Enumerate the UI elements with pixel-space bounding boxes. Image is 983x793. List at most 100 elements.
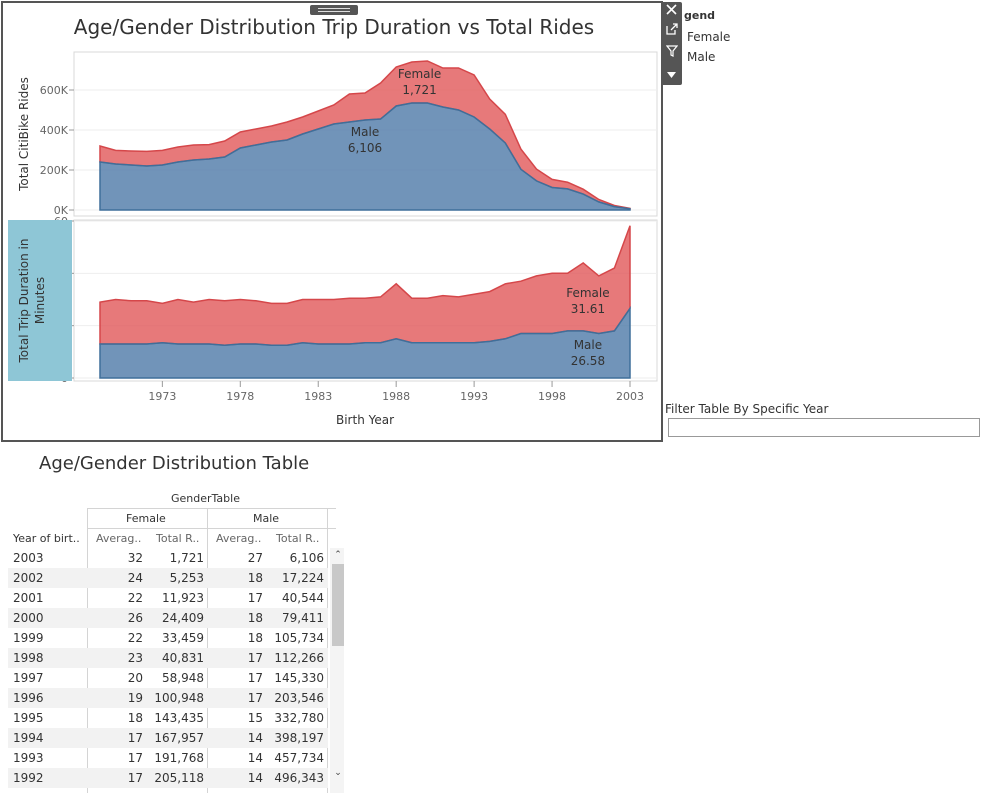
cell-male-avg: 18 bbox=[247, 631, 263, 645]
cell-year: 2002 bbox=[13, 571, 44, 585]
table-group-header: GenderTable bbox=[171, 492, 240, 505]
scroll-thumb[interactable] bbox=[332, 564, 344, 646]
close-icon[interactable] bbox=[661, 3, 682, 21]
table-row[interactable]: 1994 17 167,957 14 398,197 bbox=[8, 728, 328, 748]
cell-male-avg: 14 bbox=[247, 751, 263, 765]
popout-icon[interactable] bbox=[661, 23, 682, 41]
cell-male-avg: 14 bbox=[247, 771, 263, 785]
chart-container[interactable]: Age/Gender Distribution Trip Duration vs… bbox=[1, 1, 663, 442]
table-scrollbar[interactable]: ⌃ ⌄ bbox=[330, 548, 344, 793]
cell-year: 2003 bbox=[13, 551, 44, 565]
x-tick-label: 1998 bbox=[538, 390, 566, 403]
series-male-area bbox=[99, 102, 631, 211]
filter-label: Filter Table By Specific Year bbox=[665, 402, 829, 416]
legend-item-female[interactable]: Female bbox=[687, 30, 731, 44]
cell-female-avg: 32 bbox=[127, 551, 143, 565]
cell-female-avg: 26 bbox=[127, 611, 143, 625]
cell-male-total: 496,343 bbox=[274, 771, 324, 785]
y-tick-label: 200K bbox=[40, 164, 69, 177]
y-tick-label: 600K bbox=[40, 84, 69, 97]
cell-male-avg: 17 bbox=[247, 591, 263, 605]
plot-panel-0 bbox=[73, 51, 658, 217]
cell-male-avg: 18 bbox=[247, 611, 263, 625]
x-tick-label: 2003 bbox=[616, 390, 644, 403]
data-table: GenderTable Female Male Year of birt.. A… bbox=[8, 490, 348, 793]
row-header-year[interactable]: Year of birt.. bbox=[13, 532, 80, 545]
series-male-area bbox=[99, 306, 631, 379]
drag-handle[interactable] bbox=[310, 5, 358, 15]
y-axis-title: Total Trip Duration in Minutes bbox=[17, 239, 47, 364]
table-row[interactable]: 1997 20 58,948 17 145,330 bbox=[8, 668, 328, 688]
cell-year: 1995 bbox=[13, 711, 44, 725]
table-row[interactable]: 1993 17 191,768 14 457,734 bbox=[8, 748, 328, 768]
cell-male-avg: 27 bbox=[247, 551, 263, 565]
plot-panel-1 bbox=[73, 219, 658, 382]
cell-year: 1996 bbox=[13, 691, 44, 705]
cell-female-total: 5,253 bbox=[169, 571, 204, 585]
axis-highlight bbox=[8, 220, 72, 381]
cell-male-total: 17,224 bbox=[282, 571, 324, 585]
cell-male-total: 145,330 bbox=[274, 671, 324, 685]
chart-title: Age/Gender Distribution Trip Duration vs… bbox=[73, 15, 595, 39]
col-header-female-avg[interactable]: Averag.. bbox=[96, 532, 142, 545]
table-row[interactable]: 2000 26 24,409 18 79,411 bbox=[8, 608, 328, 628]
cell-male-total: 6,106 bbox=[289, 551, 324, 565]
y-tick-label: 0K bbox=[54, 204, 69, 217]
table-row[interactable]: 1992 17 205,118 14 496,343 bbox=[8, 768, 328, 788]
cell-female-total: 33,459 bbox=[162, 631, 204, 645]
annotation-value: 1,721 bbox=[402, 83, 436, 97]
table-row[interactable]: 1999 22 33,459 18 105,734 bbox=[8, 628, 328, 648]
cell-female-avg: 19 bbox=[127, 691, 143, 705]
annotation-label: Male bbox=[574, 338, 602, 352]
scroll-down-icon[interactable]: ⌄ bbox=[334, 768, 342, 778]
cell-female-total: 24,409 bbox=[162, 611, 204, 625]
annotation-label: Female bbox=[398, 67, 441, 81]
col-header-male-total[interactable]: Total R.. bbox=[276, 532, 320, 545]
cell-year: 2001 bbox=[13, 591, 44, 605]
cell-male-total: 40,544 bbox=[282, 591, 324, 605]
cell-male-total: 457,734 bbox=[274, 751, 324, 765]
cell-male-total: 112,266 bbox=[274, 651, 324, 665]
y-axis-title: Total CitiBike Rides bbox=[17, 77, 31, 192]
x-tick-label: 1978 bbox=[226, 390, 254, 403]
annotation-value: 31.61 bbox=[571, 302, 605, 316]
area-chart[interactable]: 0K 200K 400K 600K Female 1,721 Male 6,106 Total … bbox=[3, 3, 661, 440]
cell-female-avg: 22 bbox=[127, 591, 143, 605]
x-tick-label: 1973 bbox=[148, 390, 176, 403]
cell-female-total: 11,923 bbox=[162, 591, 204, 605]
cell-year: 1994 bbox=[13, 731, 44, 745]
cell-female-avg: 17 bbox=[127, 731, 143, 745]
cell-female-avg: 17 bbox=[127, 771, 143, 785]
scroll-up-icon[interactable]: ⌃ bbox=[334, 550, 342, 560]
cell-female-total: 40,831 bbox=[162, 651, 204, 665]
filter-icon[interactable] bbox=[661, 45, 682, 63]
table-row[interactable]: 1998 23 40,831 17 112,266 bbox=[8, 648, 328, 668]
col-header-female-total[interactable]: Total R.. bbox=[156, 532, 200, 545]
legend-item-male[interactable]: Male bbox=[687, 50, 716, 64]
table-row[interactable]: 2003 32 1,721 27 6,106 bbox=[8, 548, 328, 568]
table-row[interactable]: 2001 22 11,923 17 40,544 bbox=[8, 588, 328, 608]
year-filter-input[interactable] bbox=[668, 418, 980, 437]
cell-male-avg: 17 bbox=[247, 691, 263, 705]
table-row[interactable]: 2002 24 5,253 18 17,224 bbox=[8, 568, 328, 588]
cell-female-total: 143,435 bbox=[154, 711, 204, 725]
table-row[interactable]: 1996 19 100,948 17 203,546 bbox=[8, 688, 328, 708]
x-axis-title: Birth Year bbox=[336, 413, 394, 427]
y-tick-label: 400K bbox=[40, 124, 69, 137]
col-header-male-avg[interactable]: Averag.. bbox=[216, 532, 262, 545]
dropdown-icon[interactable] bbox=[661, 66, 682, 84]
cell-year: 1999 bbox=[13, 631, 44, 645]
cell-female-avg: 22 bbox=[127, 631, 143, 645]
group-header-female: Female bbox=[126, 512, 166, 525]
cell-year: 1993 bbox=[13, 751, 44, 765]
cell-male-avg: 15 bbox=[247, 711, 263, 725]
cell-male-avg: 17 bbox=[247, 651, 263, 665]
table-row[interactable]: 1995 18 143,435 15 332,780 bbox=[8, 708, 328, 728]
cell-female-total: 167,957 bbox=[154, 731, 204, 745]
x-tick-label: 1983 bbox=[304, 390, 332, 403]
cell-female-avg: 24 bbox=[127, 571, 143, 585]
cell-female-avg: 17 bbox=[127, 751, 143, 765]
viz-toolbar bbox=[661, 2, 682, 85]
cell-male-total: 105,734 bbox=[274, 631, 324, 645]
cell-female-avg: 18 bbox=[127, 711, 143, 725]
